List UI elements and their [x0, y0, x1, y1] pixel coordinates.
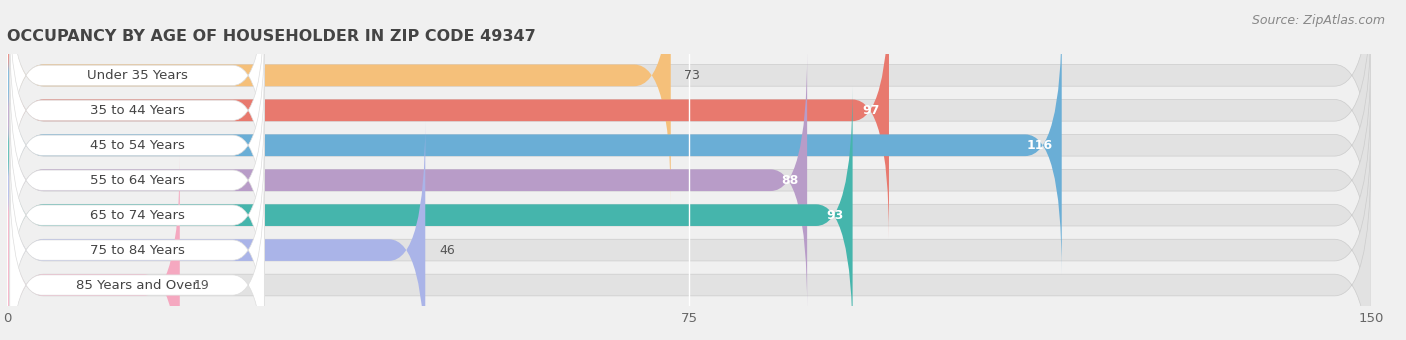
FancyBboxPatch shape [10, 173, 264, 340]
Text: 35 to 44 Years: 35 to 44 Years [90, 104, 184, 117]
FancyBboxPatch shape [7, 156, 180, 340]
FancyBboxPatch shape [7, 0, 671, 204]
Text: 73: 73 [685, 69, 700, 82]
FancyBboxPatch shape [7, 86, 1371, 340]
Text: Under 35 Years: Under 35 Years [87, 69, 187, 82]
FancyBboxPatch shape [7, 16, 1371, 274]
FancyBboxPatch shape [7, 0, 889, 239]
FancyBboxPatch shape [10, 138, 264, 340]
FancyBboxPatch shape [10, 0, 264, 188]
Text: 65 to 74 Years: 65 to 74 Years [90, 209, 184, 222]
Text: 75 to 84 Years: 75 to 84 Years [90, 243, 184, 257]
FancyBboxPatch shape [7, 121, 425, 340]
Text: OCCUPANCY BY AGE OF HOUSEHOLDER IN ZIP CODE 49347: OCCUPANCY BY AGE OF HOUSEHOLDER IN ZIP C… [7, 29, 536, 44]
Text: 116: 116 [1026, 139, 1053, 152]
FancyBboxPatch shape [7, 0, 1371, 239]
FancyBboxPatch shape [7, 51, 807, 309]
FancyBboxPatch shape [7, 51, 1371, 309]
Text: 88: 88 [780, 174, 799, 187]
FancyBboxPatch shape [7, 86, 852, 340]
FancyBboxPatch shape [10, 103, 264, 327]
Text: 93: 93 [827, 209, 844, 222]
Text: 45 to 54 Years: 45 to 54 Years [90, 139, 184, 152]
FancyBboxPatch shape [7, 16, 1062, 274]
FancyBboxPatch shape [10, 68, 264, 292]
FancyBboxPatch shape [7, 121, 1371, 340]
FancyBboxPatch shape [10, 33, 264, 257]
Text: Source: ZipAtlas.com: Source: ZipAtlas.com [1251, 14, 1385, 27]
Text: 19: 19 [194, 278, 209, 291]
FancyBboxPatch shape [7, 0, 1371, 204]
Text: 85 Years and Over: 85 Years and Over [76, 278, 198, 291]
FancyBboxPatch shape [7, 156, 1371, 340]
Text: 97: 97 [862, 104, 880, 117]
Text: 46: 46 [439, 243, 454, 257]
Text: 55 to 64 Years: 55 to 64 Years [90, 174, 184, 187]
FancyBboxPatch shape [10, 0, 264, 222]
